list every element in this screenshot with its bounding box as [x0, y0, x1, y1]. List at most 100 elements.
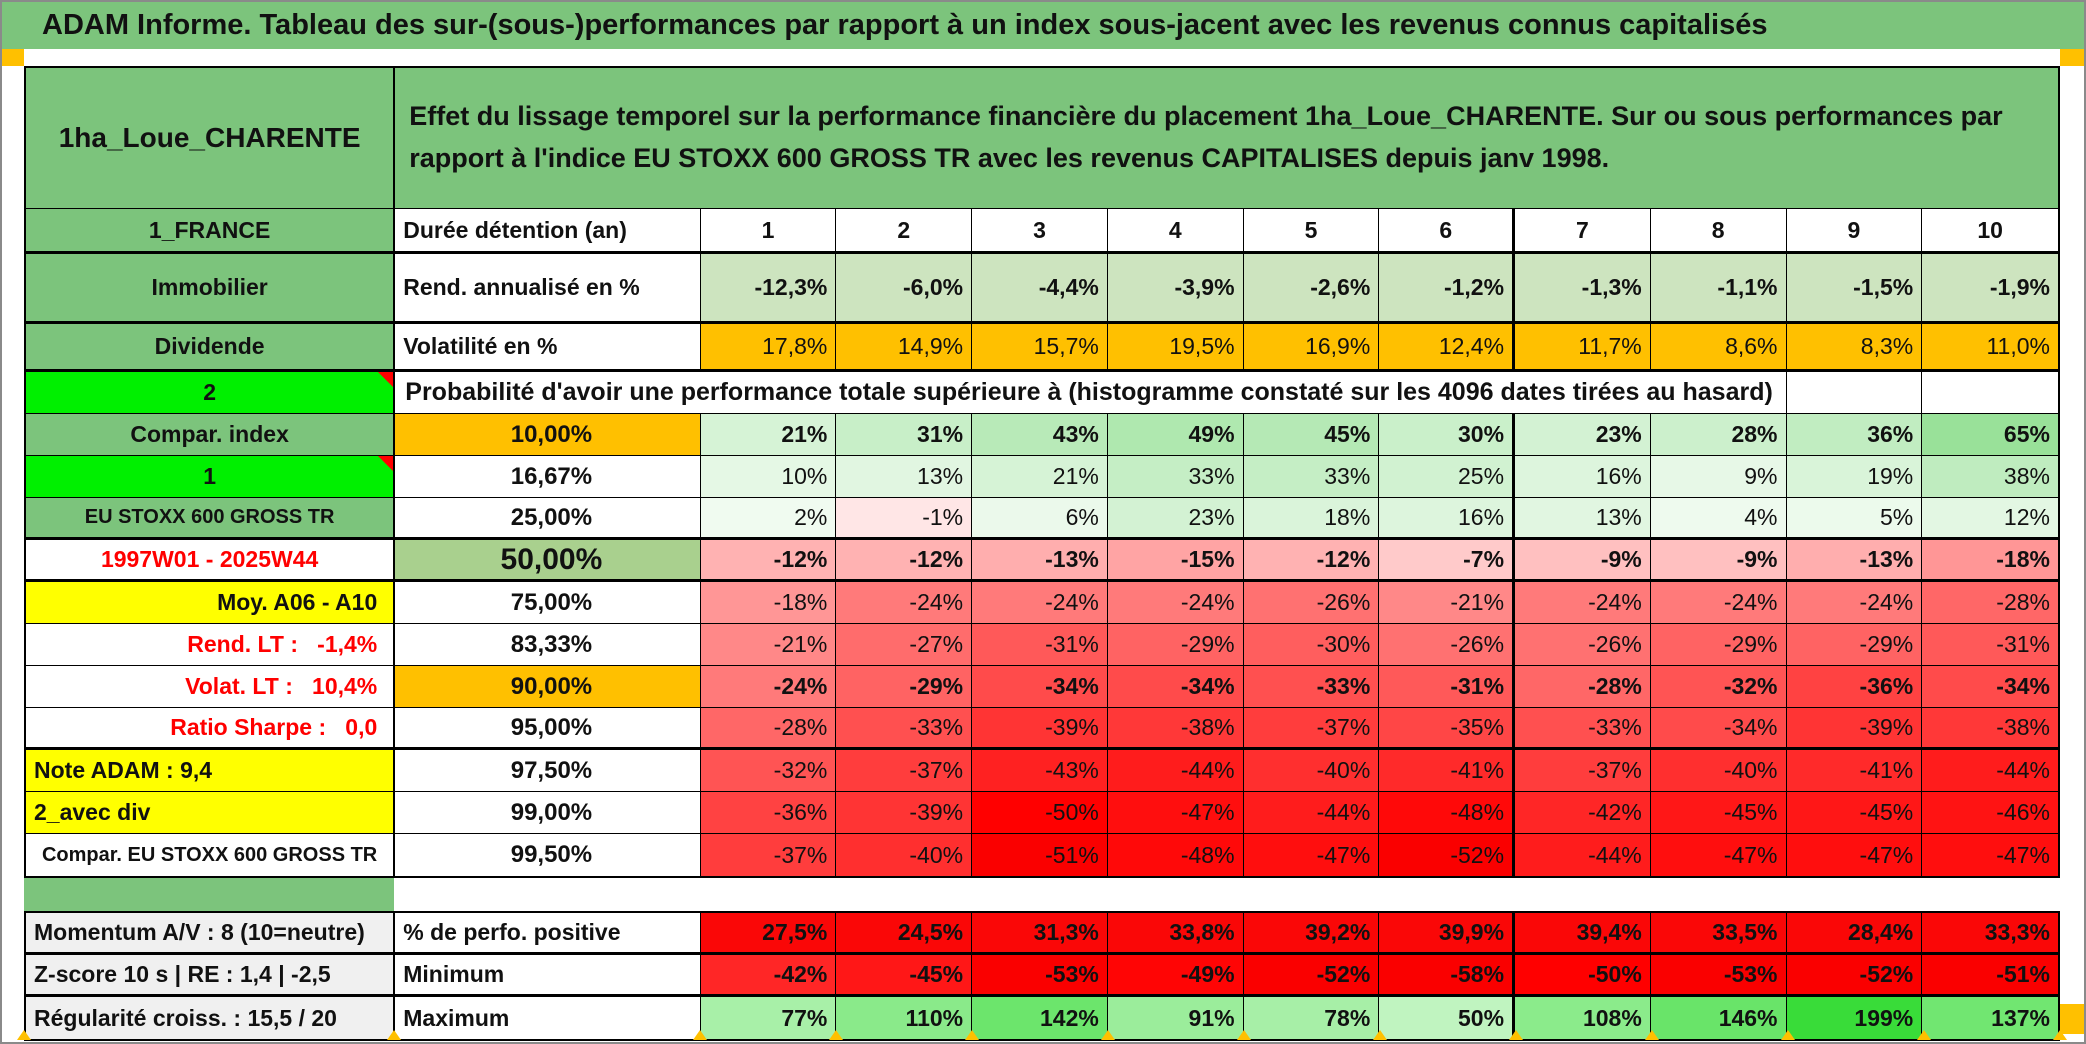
row-label-cell[interactable]: Dividende	[26, 324, 396, 369]
row-label-cell[interactable]: Momentum A/V : 8 (10=neutre)	[26, 913, 396, 952]
column-header-cell[interactable]: 2	[836, 209, 973, 251]
value-cell[interactable]: -53%	[1650, 955, 1787, 994]
column-header-cell[interactable]: 1	[700, 209, 837, 251]
value-cell[interactable]: -52%	[1786, 955, 1923, 994]
row-label-cell[interactable]: 1	[26, 456, 396, 497]
value-cell[interactable]: -32%	[700, 750, 837, 791]
value-cell[interactable]: -47%	[1786, 834, 1923, 876]
metric-cell[interactable]: Volatilité en %	[395, 324, 701, 369]
value-cell[interactable]: 146%	[1650, 997, 1787, 1039]
value-cell[interactable]: -1,1%	[1650, 254, 1787, 321]
value-cell[interactable]: -52%	[1379, 834, 1516, 876]
threshold-cell[interactable]: 25,00%	[395, 498, 701, 537]
empty-cell[interactable]	[1787, 372, 1923, 413]
value-cell[interactable]: -34%	[1650, 708, 1787, 747]
value-cell[interactable]: 39,9%	[1379, 913, 1516, 952]
value-cell[interactable]: -24%	[1107, 582, 1244, 623]
value-cell[interactable]: -42%	[700, 955, 837, 994]
value-cell[interactable]: 36%	[1786, 414, 1923, 455]
value-cell[interactable]: 31,3%	[972, 913, 1108, 952]
value-cell[interactable]: -51%	[1922, 955, 2058, 994]
value-cell[interactable]: -21%	[700, 624, 837, 665]
column-header-cell[interactable]: 5	[1243, 209, 1380, 251]
value-cell[interactable]: 12%	[1922, 498, 2058, 537]
empty-cell[interactable]	[1922, 372, 2058, 413]
row-label-cell[interactable]: Régularité croiss. : 15,5 / 20	[26, 997, 396, 1039]
row-label-cell[interactable]: Volat. LT : 10,4%	[26, 666, 396, 707]
value-cell[interactable]: 77%	[700, 997, 837, 1039]
row-label-cell[interactable]: 1_FRANCE	[26, 209, 396, 251]
value-cell[interactable]: -9%	[1650, 540, 1787, 579]
value-cell[interactable]: -1,2%	[1379, 254, 1516, 321]
value-cell[interactable]: -24%	[972, 582, 1108, 623]
value-cell[interactable]: 65%	[1922, 414, 2058, 455]
value-cell[interactable]: -26%	[1515, 624, 1651, 665]
row-label-cell[interactable]: 1997W01 - 2025W44	[26, 540, 396, 579]
value-cell[interactable]: -34%	[1922, 666, 2058, 707]
value-cell[interactable]: 2%	[700, 498, 837, 537]
value-cell[interactable]: 27,5%	[700, 913, 837, 952]
value-cell[interactable]: 13%	[836, 456, 973, 497]
value-cell[interactable]: -43%	[972, 750, 1108, 791]
report-title[interactable]: ADAM Informe. Tableau des sur-(sous-)per…	[2, 2, 2084, 49]
value-cell[interactable]: -33%	[836, 708, 973, 747]
value-cell[interactable]: -47%	[1922, 834, 2058, 876]
value-cell[interactable]: -9%	[1515, 540, 1651, 579]
value-cell[interactable]: -26%	[1243, 582, 1380, 623]
column-header-cell[interactable]: 3	[972, 209, 1108, 251]
value-cell[interactable]: -34%	[1107, 666, 1244, 707]
value-cell[interactable]: -31%	[972, 624, 1108, 665]
row-label-cell[interactable]: EU STOXX 600 GROSS TR	[26, 498, 396, 537]
value-cell[interactable]: -12%	[836, 540, 973, 579]
value-cell[interactable]: 17,8%	[700, 324, 837, 369]
asset-name-cell[interactable]: 1ha_Loue_CHARENTE	[26, 68, 396, 208]
metric-cell[interactable]: Minimum	[395, 955, 701, 994]
value-cell[interactable]: 91%	[1107, 997, 1244, 1039]
value-cell[interactable]: -47%	[1107, 792, 1244, 833]
value-cell[interactable]: -48%	[1107, 834, 1244, 876]
value-cell[interactable]: 5%	[1786, 498, 1923, 537]
value-cell[interactable]: 19,5%	[1107, 324, 1244, 369]
value-cell[interactable]: 108%	[1515, 997, 1651, 1039]
value-cell[interactable]: -21%	[1379, 582, 1516, 623]
value-cell[interactable]: -32%	[1650, 666, 1787, 707]
row-label-cell[interactable]: 2_avec div	[26, 792, 396, 833]
value-cell[interactable]: -29%	[836, 666, 973, 707]
value-cell[interactable]: 199%	[1786, 997, 1923, 1039]
row-label-cell[interactable]: Rend. LT : -1,4%	[26, 624, 396, 665]
column-header-cell[interactable]: 7	[1515, 209, 1651, 251]
value-cell[interactable]: 16,9%	[1243, 324, 1380, 369]
value-cell[interactable]: -36%	[1786, 666, 1923, 707]
value-cell[interactable]: 30%	[1379, 414, 1516, 455]
value-cell[interactable]: -18%	[700, 582, 837, 623]
value-cell[interactable]: 9%	[1650, 456, 1787, 497]
value-cell[interactable]: 78%	[1243, 997, 1380, 1039]
value-cell[interactable]: -12,3%	[700, 254, 837, 321]
value-cell[interactable]: -50%	[972, 792, 1108, 833]
metric-cell[interactable]: Durée détention (an)	[395, 209, 701, 251]
value-cell[interactable]: -40%	[836, 834, 973, 876]
column-header-cell[interactable]: 4	[1107, 209, 1244, 251]
value-cell[interactable]: 33%	[1243, 456, 1380, 497]
value-cell[interactable]: -45%	[1786, 792, 1923, 833]
value-cell[interactable]: -29%	[1107, 624, 1244, 665]
value-cell[interactable]: -38%	[1107, 708, 1244, 747]
value-cell[interactable]: 18%	[1243, 498, 1380, 537]
value-cell[interactable]: 14,9%	[836, 324, 973, 369]
value-cell[interactable]: 28%	[1650, 414, 1787, 455]
column-header-cell[interactable]: 9	[1786, 209, 1923, 251]
value-cell[interactable]: -2,6%	[1243, 254, 1380, 321]
value-cell[interactable]: 31%	[836, 414, 973, 455]
value-cell[interactable]: -24%	[1786, 582, 1923, 623]
value-cell[interactable]: -44%	[1515, 834, 1651, 876]
value-cell[interactable]: 8,3%	[1786, 324, 1923, 369]
value-cell[interactable]: 11,0%	[1922, 324, 2058, 369]
value-cell[interactable]: -58%	[1379, 955, 1516, 994]
value-cell[interactable]: 33,8%	[1107, 913, 1244, 952]
value-cell[interactable]: -37%	[836, 750, 973, 791]
value-cell[interactable]: -45%	[1650, 792, 1787, 833]
value-cell[interactable]: -36%	[700, 792, 837, 833]
value-cell[interactable]: 39,4%	[1515, 913, 1651, 952]
threshold-cell[interactable]: 83,33%	[395, 624, 701, 665]
value-cell[interactable]: -38%	[1922, 708, 2058, 747]
